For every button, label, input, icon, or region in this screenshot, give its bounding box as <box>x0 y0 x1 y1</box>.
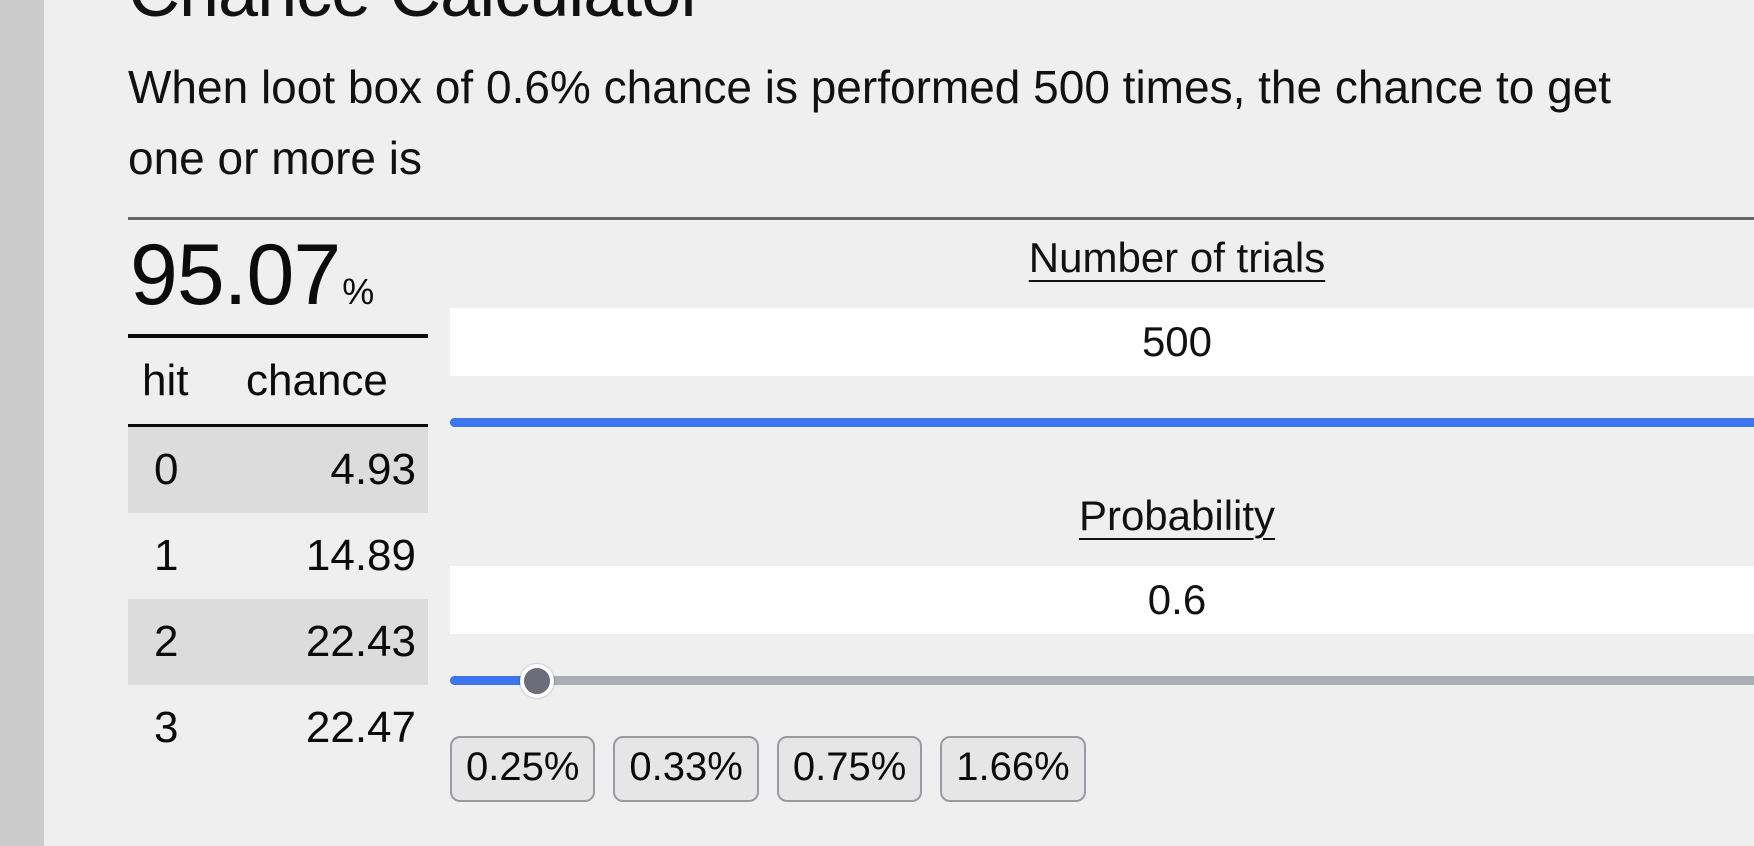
controls-spacer <box>450 448 1754 492</box>
probability-slider-thumb[interactable] <box>520 663 555 698</box>
probability-slider[interactable] <box>450 656 1754 706</box>
distribution-table: hit chance 0 4.93 1 14.89 <box>128 338 428 771</box>
result-column: 95.07% hit chance 0 4.93 <box>128 220 428 771</box>
table-row: 3 22.47 <box>128 685 428 771</box>
controls-column: Number of trials Probability <box>428 220 1754 802</box>
trials-input[interactable] <box>450 307 1754 376</box>
column-header-hit: hit <box>142 355 189 405</box>
preset-button[interactable]: 0.33% <box>613 735 759 802</box>
trials-slider-track[interactable] <box>450 418 1754 428</box>
result-readout: 95.07% <box>128 232 428 318</box>
probability-slider-track[interactable] <box>450 663 1754 698</box>
cell-hit: 0 <box>154 444 179 494</box>
table-row: 1 14.89 <box>128 513 428 599</box>
result-divider <box>128 333 428 338</box>
left-scroll-rail[interactable] <box>0 0 44 846</box>
content-column: Chance Calculator When loot box of 0.6% … <box>44 0 1754 846</box>
cell-chance: 4.93 <box>330 444 416 494</box>
column-header-chance: chance <box>246 355 388 405</box>
trials-label: Number of trials <box>1028 233 1326 281</box>
probability-label: Probability <box>1078 491 1276 539</box>
probability-preset-buttons: 0.25% 0.33% 0.75% 1.66% <box>450 735 1754 802</box>
table-header-row: hit chance <box>128 338 428 426</box>
cell-hit: 3 <box>154 702 179 752</box>
result-unit: % <box>342 270 375 312</box>
cell-hit: 2 <box>154 616 179 666</box>
trials-slider-fill <box>450 418 1754 428</box>
preset-button[interactable]: 0.75% <box>776 735 923 802</box>
cell-hit: 1 <box>154 530 179 580</box>
page-title: Chance Calculator <box>128 0 1754 28</box>
header-divider <box>128 216 1754 220</box>
body-columns: 95.07% hit chance 0 4.93 <box>128 220 1754 802</box>
cell-chance: 22.47 <box>305 702 416 752</box>
cell-chance: 22.43 <box>305 616 416 666</box>
preset-button[interactable]: 0.25% <box>450 735 596 802</box>
probability-input[interactable] <box>450 565 1754 634</box>
trials-slider[interactable] <box>450 398 1754 448</box>
page-subtitle: When loot box of 0.6% chance is performe… <box>128 61 1612 185</box>
probability-slider-fill <box>450 676 538 686</box>
preset-button[interactable]: 1.66% <box>940 735 1086 802</box>
table-body: 0 4.93 1 14.89 2 22.43 3 <box>128 425 428 771</box>
table-row: 2 22.43 <box>128 598 428 685</box>
result-value: 95.07 <box>130 226 341 323</box>
cell-chance: 14.89 <box>305 530 416 580</box>
table-head: hit chance <box>128 338 428 426</box>
table-row: 0 4.93 <box>128 425 428 513</box>
